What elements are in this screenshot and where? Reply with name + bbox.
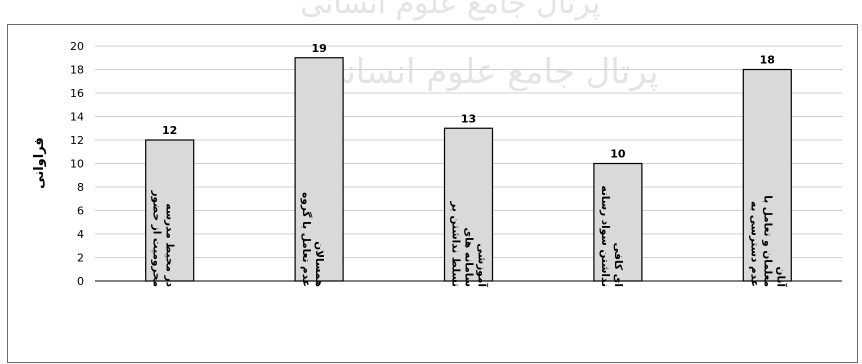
x-tick-label-line: آموزشی [476, 243, 489, 287]
x-tick-label-line: عدم تعامل با گروه [300, 192, 313, 287]
y-tick-label: 4 [77, 228, 84, 241]
y-tick-label: 16 [70, 87, 84, 100]
x-tick-label-line: معلمان و تعامل با [761, 195, 773, 287]
y-tick-label: 12 [70, 134, 84, 147]
data-label: 19 [311, 42, 326, 55]
bar [593, 162, 643, 282]
y-tick-label: 14 [70, 111, 84, 124]
x-tick-label-line: همسالان [313, 241, 325, 287]
x-tick-label: نداشتن سواد رسانه ای کافی [599, 186, 624, 288]
bars [145, 57, 792, 282]
y-tick-label: 0 [77, 275, 84, 288]
watermark-text-top: پرتال جامع علوم انسانی [300, 0, 601, 21]
x-tick-label-line: در محیط مدرسه [164, 203, 176, 287]
x-axis-ticks: محرومیت از حضور در محیط مدرسه عدم تعامل با… [151, 186, 788, 288]
y-axis-ticks: 0 2 4 6 8 10 12 14 16 18 20 [70, 40, 84, 288]
x-tick-label-line: عدم دسترسی به [748, 201, 760, 287]
x-tick-label: محرومیت از حضور در محیط مدرسه [151, 189, 176, 287]
x-tick-label: عدم تعامل با گروه همسالان [300, 192, 325, 287]
x-tick-label: تسلط نداشتن بر سامانه های آموزشی [450, 200, 489, 287]
y-tick-label: 10 [70, 158, 84, 171]
x-tick-label-line: تسلط نداشتن بر [450, 200, 462, 287]
x-tick-label-line: ای کافی [612, 243, 624, 287]
data-label: 10 [610, 148, 626, 161]
bar [742, 68, 792, 282]
y-axis-label: فراوانی [32, 137, 47, 189]
y-tick-label: 6 [77, 205, 84, 218]
x-tick-label-line: محرومیت از حضور [151, 189, 163, 287]
data-label: 13 [461, 112, 476, 125]
y-tick-label: 18 [70, 64, 84, 77]
data-labels: 12 19 13 10 18 [162, 42, 775, 161]
x-tick-label: عدم دسترسی به معلمان و تعامل با آنان [748, 195, 787, 287]
chart-frame [7, 24, 858, 363]
y-tick-label: 2 [77, 252, 84, 265]
x-tick-label-line: سامانه های [463, 227, 475, 287]
data-label: 18 [760, 54, 775, 67]
x-tick-label-line: آنان [774, 267, 787, 288]
y-tick-label: 20 [70, 40, 84, 53]
data-label: 12 [162, 124, 177, 137]
x-tick-label-line: نداشتن سواد رسانه [599, 186, 611, 288]
watermark-text-middle: پرتال جامع علوم انسانی [318, 52, 659, 92]
y-tick-label: 8 [77, 181, 84, 194]
